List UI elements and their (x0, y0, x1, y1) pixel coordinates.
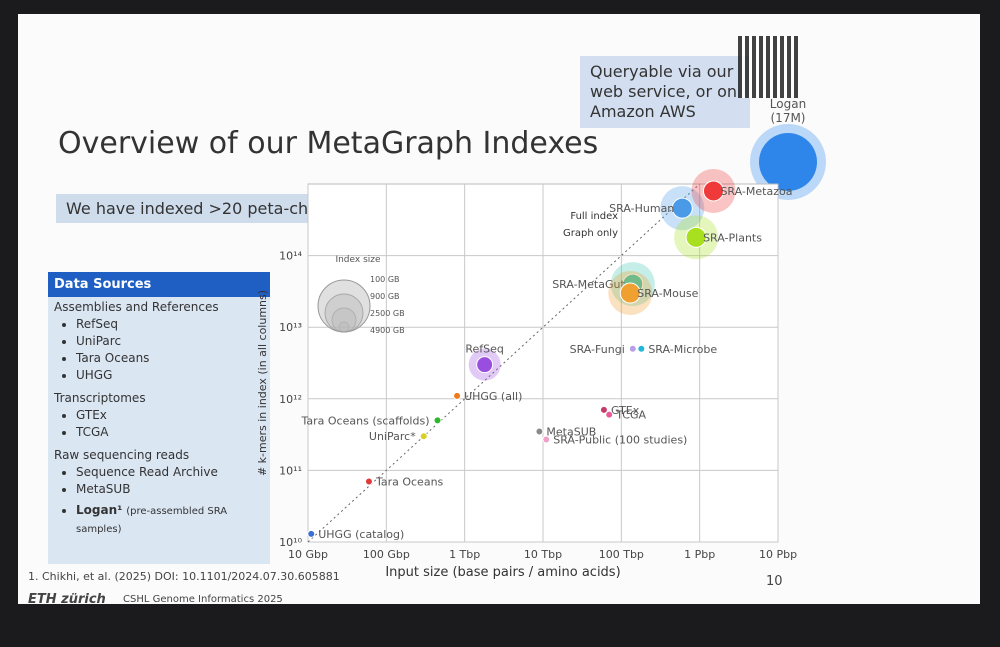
point-label: RefSeq (465, 343, 504, 356)
point-label: UHGG (all) (464, 390, 522, 403)
point (605, 410, 614, 419)
point (702, 180, 724, 202)
slide: Overview of our MetaGraph Indexes We hav… (18, 14, 980, 604)
point (671, 197, 693, 219)
point (364, 477, 373, 486)
annotation: Full index (570, 211, 618, 222)
section-item: RefSeq (76, 316, 264, 333)
section-item: Tara Oceans (76, 350, 264, 367)
y-tick-label: 10¹² (279, 393, 302, 406)
point-label: SRA-Metazoa (720, 185, 792, 198)
point-label: SRA-Human (609, 202, 674, 215)
logan-name: Logan (770, 97, 806, 111)
size-legend-label: 900 GB (370, 292, 400, 301)
panel-sections: Assemblies and References RefSeqUniParcTa… (48, 297, 270, 498)
section-item: MetaSUB (76, 481, 264, 498)
y-tick-label: 10¹³ (279, 321, 302, 334)
point (419, 432, 428, 441)
x-tick-label: 1 Tbp (449, 548, 480, 561)
point (453, 391, 462, 400)
logan-count: (17M) (771, 111, 806, 125)
x-tick-label: 10 Gbp (288, 548, 328, 561)
panel-header: Data Sources (48, 272, 270, 297)
conference: CSHL Genome Informatics 2025 (123, 594, 283, 604)
point-label: SRA-Public (100 studies) (553, 434, 687, 447)
point-label: Tara Oceans (scaffolds) (301, 414, 430, 427)
point (637, 344, 646, 353)
page-number: 10 (766, 574, 783, 589)
qr-code (738, 36, 800, 98)
section-item: TCGA (76, 424, 264, 441)
y-axis-label: # k-mers in index (in all columns) (256, 290, 269, 476)
section-item: UHGG (76, 367, 264, 384)
footnote: 1. Chikhi, et al. (2025) DOI: 10.1101/20… (28, 570, 340, 583)
point (542, 435, 551, 444)
logan-item-note: (pre-assembled SRA samples) (76, 506, 228, 535)
section-title: Transcriptomes (54, 391, 146, 405)
point-label: SRA-Fungi (570, 343, 625, 356)
section-list: Sequence Read ArchiveMetaSUB (54, 464, 264, 498)
section-item: UniParc (76, 333, 264, 350)
section-item: Sequence Read Archive (76, 464, 264, 481)
y-tick-label: 10¹⁴ (279, 250, 302, 263)
y-tick-label: 10¹⁰ (279, 536, 302, 549)
size-legend-label: 2500 GB (370, 309, 405, 318)
diagonal-reference (307, 183, 701, 543)
point-label: UHGG (catalog) (318, 528, 404, 541)
point (476, 356, 494, 374)
x-axis-label: Input size (base pairs / amino acids) (385, 565, 620, 580)
section-title: Raw sequencing reads (54, 448, 190, 462)
annotation: Graph only (563, 228, 618, 239)
x-tick-label: 10 Pbp (759, 548, 797, 561)
point-label: GTEx (611, 404, 640, 417)
x-tick-label: 100 Tbp (599, 548, 644, 561)
point (685, 226, 707, 248)
logo: ETH zürich (28, 592, 106, 604)
point (433, 416, 442, 425)
data-sources-panel: Data Sources Assemblies and References Re… (48, 272, 270, 564)
point-label: TCGA (615, 409, 646, 422)
size-legend-title: Index size (335, 255, 381, 265)
slide-title: Overview of our MetaGraph Indexes (58, 126, 599, 161)
size-legend-label: 100 GB (370, 275, 400, 284)
chart: Logan (17M) 10 Gbp 100 Gbp 1 Tbp 10 Tbp 100 … (256, 97, 826, 580)
section-item: GTEx (76, 407, 264, 424)
panel-section: Raw sequencing reads Sequence Read Archiv… (48, 445, 270, 498)
size-legend-label: 4900 GB (370, 326, 405, 335)
point-label: SRA-Mouse (637, 287, 698, 300)
x-tick-label: 10 Tbp (524, 548, 562, 561)
point-label: MetaSUB (546, 425, 596, 438)
logan-bubble (759, 133, 817, 191)
point-label: UniParc* (369, 430, 416, 443)
x-tick-label: 100 Gbp (363, 548, 410, 561)
y-tick-label: 10¹¹ (279, 464, 302, 477)
point (619, 282, 641, 304)
panel-section: Assemblies and References RefSeqUniParcTa… (48, 297, 270, 384)
logan-item: Logan¹ (pre-assembled SRA samples) (54, 502, 270, 538)
point (599, 405, 608, 414)
point-label: SRA-Microbe (648, 343, 717, 356)
point-label: SRA-MetaGut (552, 278, 625, 291)
x-tick-label: 1 Pbp (684, 548, 715, 561)
section-title: Assemblies and References (54, 300, 219, 314)
point (628, 344, 637, 353)
section-list: RefSeqUniParcTara OceansUHGG (54, 316, 264, 384)
point (307, 529, 316, 538)
logan-item-name: Logan¹ (76, 503, 123, 517)
size-legend-circle (317, 279, 371, 333)
point (535, 427, 544, 436)
query-box: Queryable via our web service, or on Ama… (580, 56, 750, 128)
point-label: Tara Oceans (375, 475, 444, 488)
point-label: SRA-Plants (703, 231, 762, 244)
